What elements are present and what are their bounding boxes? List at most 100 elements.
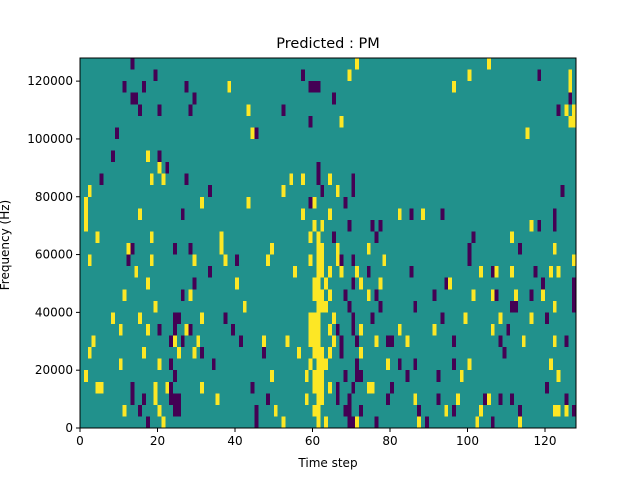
heatmap-cell-low	[316, 81, 321, 93]
heatmap-cell-high	[192, 347, 197, 359]
heatmap-cell-high	[289, 173, 294, 186]
heatmap-cell-low	[339, 335, 344, 348]
heatmap-cell-high	[316, 393, 321, 405]
heatmap-cell-low	[300, 69, 305, 82]
heatmap-cell-low	[537, 219, 542, 232]
heatmap-cell-high	[281, 185, 286, 197]
heatmap-cell-low	[343, 289, 348, 301]
heatmap-cell-high	[541, 289, 545, 301]
heatmap-cell-low	[176, 404, 181, 417]
heatmap-cell-high	[366, 243, 371, 255]
heatmap-cell-low	[432, 289, 437, 301]
heatmap-cell-high	[262, 335, 266, 348]
heatmap-cell-high	[297, 347, 301, 359]
heatmap-cell-high	[514, 289, 518, 301]
heatmap-cell-high	[331, 335, 336, 348]
heatmap-cell-high	[269, 243, 274, 255]
heatmap-cell-high	[552, 300, 557, 313]
heatmap-cell-low	[169, 381, 173, 394]
heatmap-cell-high	[320, 254, 325, 267]
heatmap-cell-low	[173, 323, 177, 336]
heatmap-cell-high	[421, 208, 425, 220]
heatmap-cell-high	[316, 300, 321, 313]
heatmap-cell-high	[413, 393, 418, 405]
heatmap-cell-low	[173, 370, 177, 382]
heatmap-cell-high	[320, 266, 325, 278]
heatmap-cell-high	[316, 335, 321, 348]
heatmap-cell-high	[320, 300, 325, 313]
heatmap-cell-low	[176, 393, 181, 405]
heatmap-cell-low	[157, 104, 162, 116]
heatmap-cell-low	[126, 254, 131, 267]
heatmap-cell-high	[335, 185, 340, 197]
heatmap-cell-high	[359, 347, 363, 359]
heatmap-cell-high	[192, 254, 197, 267]
heatmap-cell-low	[176, 312, 181, 324]
heatmap-cell-low	[506, 323, 511, 336]
heatmap-cell-high	[521, 335, 526, 348]
heatmap-cell-high	[312, 370, 317, 382]
heatmap-cell-low	[308, 81, 313, 93]
heatmap-cell-low	[122, 81, 127, 93]
heatmap-cell-high	[83, 196, 88, 209]
heatmap-cell-high	[463, 312, 468, 324]
heatmap-cell-high	[548, 358, 553, 371]
heatmap-cell-low	[510, 393, 514, 405]
heatmap-cell-low	[351, 185, 356, 197]
heatmap-cell-high	[328, 323, 332, 336]
heatmap-cell-high	[432, 323, 437, 336]
heatmap-cell-high	[200, 381, 204, 394]
heatmap-cell-high	[145, 323, 150, 336]
y-tick-label: 40000	[35, 305, 73, 319]
heatmap-cell-low	[262, 347, 266, 359]
heatmap-cell-low	[331, 231, 336, 243]
heatmap-cell-high	[529, 219, 534, 232]
heatmap-cell-high	[568, 81, 573, 93]
heatmap-cell-high	[479, 266, 483, 278]
heatmap-cell-high	[386, 358, 390, 371]
heatmap-cell-low	[347, 219, 352, 232]
heatmap-cell-low	[130, 58, 135, 70]
heatmap-cell-high	[312, 323, 317, 336]
heatmap-cell-low	[99, 173, 104, 186]
heatmap-cell-high	[273, 404, 278, 417]
heatmap-cell-low	[355, 335, 359, 348]
heatmap-cell-low	[153, 69, 158, 82]
plot-frame	[79, 57, 577, 429]
heatmap-cell-high	[328, 381, 332, 394]
heatmap-cell-low	[517, 404, 522, 417]
heatmap-cell-high	[556, 404, 561, 417]
heatmap-cell-low	[254, 127, 259, 139]
heatmap-cell-high	[157, 162, 162, 174]
heatmap-cell-low	[467, 243, 472, 255]
heatmap-cell-high	[87, 347, 92, 359]
heatmap-cell-low	[130, 393, 135, 405]
heatmap-cell-high	[320, 358, 325, 371]
heatmap-cell-low	[490, 266, 495, 278]
y-tick-label: 60000	[35, 248, 73, 262]
heatmap-cell-high	[366, 289, 371, 301]
heatmap-cell-high	[312, 196, 317, 209]
heatmap-cell-low	[355, 358, 359, 371]
heatmap-cell-high	[397, 323, 402, 336]
heatmap-cell-high	[564, 404, 569, 417]
heatmap-cell-high	[347, 69, 352, 82]
heatmap-cell-low	[351, 173, 356, 186]
heatmap-cell-high	[320, 393, 325, 405]
heatmap-cell-high	[378, 277, 383, 290]
heatmap-cell-high	[312, 381, 317, 394]
y-tick-label: 0	[65, 421, 73, 435]
heatmap-cell-high	[552, 243, 557, 255]
heatmap-cell-low	[471, 231, 476, 243]
heatmap-cell-high	[486, 58, 491, 70]
heatmap-cell-high	[149, 173, 154, 186]
heatmap-cell-low	[308, 196, 313, 209]
heatmap-cell-low	[184, 81, 189, 93]
heatmap-cell-low	[343, 404, 348, 417]
heatmap-cell-high	[246, 196, 251, 209]
heatmap-cell-low	[180, 208, 185, 220]
heatmap-cell-low	[424, 416, 429, 428]
heatmap-cell-high	[556, 370, 561, 382]
heatmap-cell-low	[386, 393, 390, 405]
heatmap-cell-high	[328, 266, 332, 278]
